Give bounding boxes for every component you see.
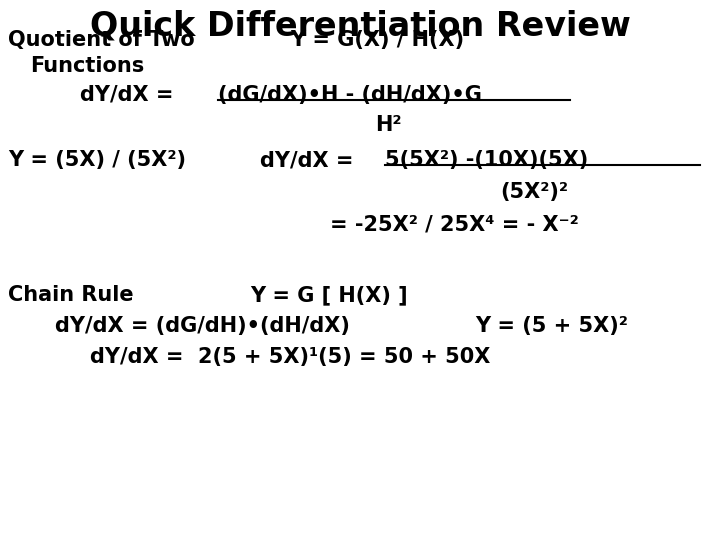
Text: H²: H² xyxy=(375,115,402,135)
Text: (5X²)²: (5X²)² xyxy=(500,182,568,202)
Text: Functions: Functions xyxy=(30,56,144,76)
Text: dY/dX =  2(5 + 5X)¹(5) = 50 + 50X: dY/dX = 2(5 + 5X)¹(5) = 50 + 50X xyxy=(90,347,490,367)
Text: Y = (5 + 5X)²: Y = (5 + 5X)² xyxy=(475,316,628,336)
Text: dY/dX =: dY/dX = xyxy=(260,150,361,170)
Text: Y = (5X) / (5X²): Y = (5X) / (5X²) xyxy=(8,150,186,170)
Text: Quotient of Two: Quotient of Two xyxy=(8,30,194,50)
Text: Chain Rule: Chain Rule xyxy=(8,285,134,305)
Text: Y = G [ H(X) ]: Y = G [ H(X) ] xyxy=(250,285,408,305)
Text: Quick Differentiation Review: Quick Differentiation Review xyxy=(89,10,631,43)
Text: dY/dX = (dG/dH)•(dH/dX): dY/dX = (dG/dH)•(dH/dX) xyxy=(55,316,350,336)
Text: = -25X² / 25X⁴ = - X⁻²: = -25X² / 25X⁴ = - X⁻² xyxy=(330,215,579,235)
Text: Y = G(X) / H(X): Y = G(X) / H(X) xyxy=(290,30,464,50)
Text: (dG/dX)•H - (dH/dX)•G: (dG/dX)•H - (dH/dX)•G xyxy=(218,85,482,105)
Text: dY/dX =: dY/dX = xyxy=(80,85,181,105)
Text: 5(5X²) -(10X)(5X): 5(5X²) -(10X)(5X) xyxy=(385,150,588,170)
